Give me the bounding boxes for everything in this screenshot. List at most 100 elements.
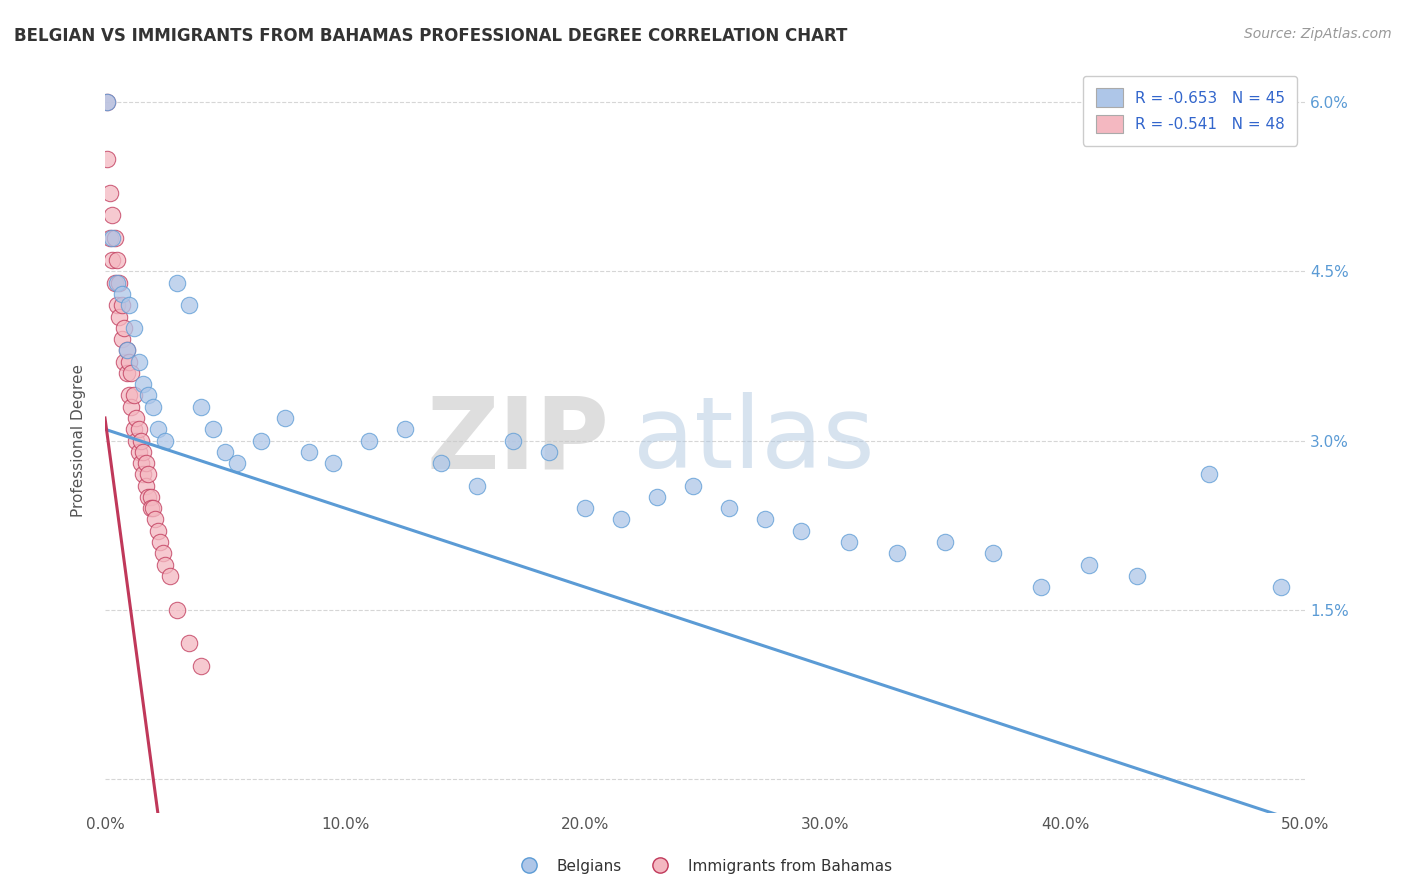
Point bbox=[96, 152, 118, 166]
Point bbox=[136, 388, 159, 402]
Point bbox=[101, 230, 124, 244]
Point bbox=[1029, 580, 1052, 594]
Point bbox=[886, 546, 908, 560]
Point bbox=[145, 512, 167, 526]
Point bbox=[118, 354, 141, 368]
Point bbox=[101, 253, 124, 268]
Point bbox=[718, 501, 741, 516]
Point bbox=[274, 411, 297, 425]
Point bbox=[250, 434, 273, 448]
Point bbox=[98, 186, 121, 200]
Point bbox=[135, 478, 157, 492]
Point bbox=[96, 95, 118, 110]
Point bbox=[122, 320, 145, 334]
Point bbox=[115, 343, 138, 358]
Point bbox=[111, 332, 134, 346]
Point bbox=[128, 354, 150, 368]
Point bbox=[132, 467, 155, 482]
Point bbox=[166, 602, 188, 616]
Point bbox=[128, 445, 150, 459]
Point bbox=[430, 456, 453, 470]
Point bbox=[146, 422, 169, 436]
Point bbox=[139, 490, 162, 504]
Point bbox=[128, 422, 150, 436]
Point bbox=[190, 659, 212, 673]
Point bbox=[111, 287, 134, 301]
Point bbox=[226, 456, 249, 470]
Point bbox=[934, 535, 956, 549]
Point bbox=[465, 478, 488, 492]
Point bbox=[1198, 467, 1220, 482]
Point bbox=[159, 569, 181, 583]
Point bbox=[96, 95, 118, 110]
Point bbox=[118, 298, 141, 312]
Point bbox=[574, 501, 596, 516]
Point bbox=[146, 524, 169, 538]
Text: atlas: atlas bbox=[633, 392, 875, 489]
Point bbox=[149, 535, 172, 549]
Point bbox=[153, 558, 176, 572]
Point bbox=[394, 422, 416, 436]
Legend: Belgians, Immigrants from Bahamas: Belgians, Immigrants from Bahamas bbox=[508, 853, 898, 880]
Text: ZIP: ZIP bbox=[426, 392, 609, 489]
Point bbox=[682, 478, 704, 492]
Point bbox=[115, 343, 138, 358]
Point bbox=[122, 388, 145, 402]
Point bbox=[142, 501, 165, 516]
Point bbox=[201, 422, 224, 436]
Point bbox=[152, 546, 174, 560]
Point bbox=[105, 276, 128, 290]
Point bbox=[108, 310, 131, 324]
Point bbox=[139, 501, 162, 516]
Point bbox=[1270, 580, 1292, 594]
Point bbox=[98, 230, 121, 244]
Point bbox=[120, 400, 142, 414]
Point bbox=[129, 434, 152, 448]
Point bbox=[537, 445, 560, 459]
Point bbox=[136, 490, 159, 504]
Point bbox=[129, 456, 152, 470]
Point bbox=[118, 388, 141, 402]
Point bbox=[112, 320, 135, 334]
Point bbox=[120, 366, 142, 380]
Point bbox=[142, 400, 165, 414]
Point bbox=[214, 445, 236, 459]
Point bbox=[135, 456, 157, 470]
Point bbox=[125, 434, 148, 448]
Point bbox=[754, 512, 776, 526]
Point bbox=[136, 467, 159, 482]
Point bbox=[610, 512, 633, 526]
Y-axis label: Professional Degree: Professional Degree bbox=[72, 364, 86, 517]
Point bbox=[502, 434, 524, 448]
Point bbox=[322, 456, 344, 470]
Point bbox=[981, 546, 1004, 560]
Point bbox=[112, 354, 135, 368]
Point bbox=[125, 411, 148, 425]
Point bbox=[645, 490, 668, 504]
Legend: R = -0.653   N = 45, R = -0.541   N = 48: R = -0.653 N = 45, R = -0.541 N = 48 bbox=[1083, 76, 1298, 145]
Point bbox=[190, 400, 212, 414]
Point bbox=[132, 377, 155, 392]
Point bbox=[105, 298, 128, 312]
Point bbox=[357, 434, 380, 448]
Point bbox=[838, 535, 860, 549]
Point bbox=[177, 298, 200, 312]
Point bbox=[111, 298, 134, 312]
Point bbox=[108, 276, 131, 290]
Point bbox=[105, 253, 128, 268]
Point bbox=[177, 636, 200, 650]
Point bbox=[132, 445, 155, 459]
Point bbox=[115, 366, 138, 380]
Point bbox=[101, 208, 124, 222]
Text: Source: ZipAtlas.com: Source: ZipAtlas.com bbox=[1244, 27, 1392, 41]
Point bbox=[1078, 558, 1101, 572]
Point bbox=[790, 524, 813, 538]
Point bbox=[104, 276, 127, 290]
Point bbox=[122, 422, 145, 436]
Text: BELGIAN VS IMMIGRANTS FROM BAHAMAS PROFESSIONAL DEGREE CORRELATION CHART: BELGIAN VS IMMIGRANTS FROM BAHAMAS PROFE… bbox=[14, 27, 848, 45]
Point bbox=[1126, 569, 1149, 583]
Point bbox=[104, 230, 127, 244]
Point bbox=[153, 434, 176, 448]
Point bbox=[166, 276, 188, 290]
Point bbox=[298, 445, 321, 459]
